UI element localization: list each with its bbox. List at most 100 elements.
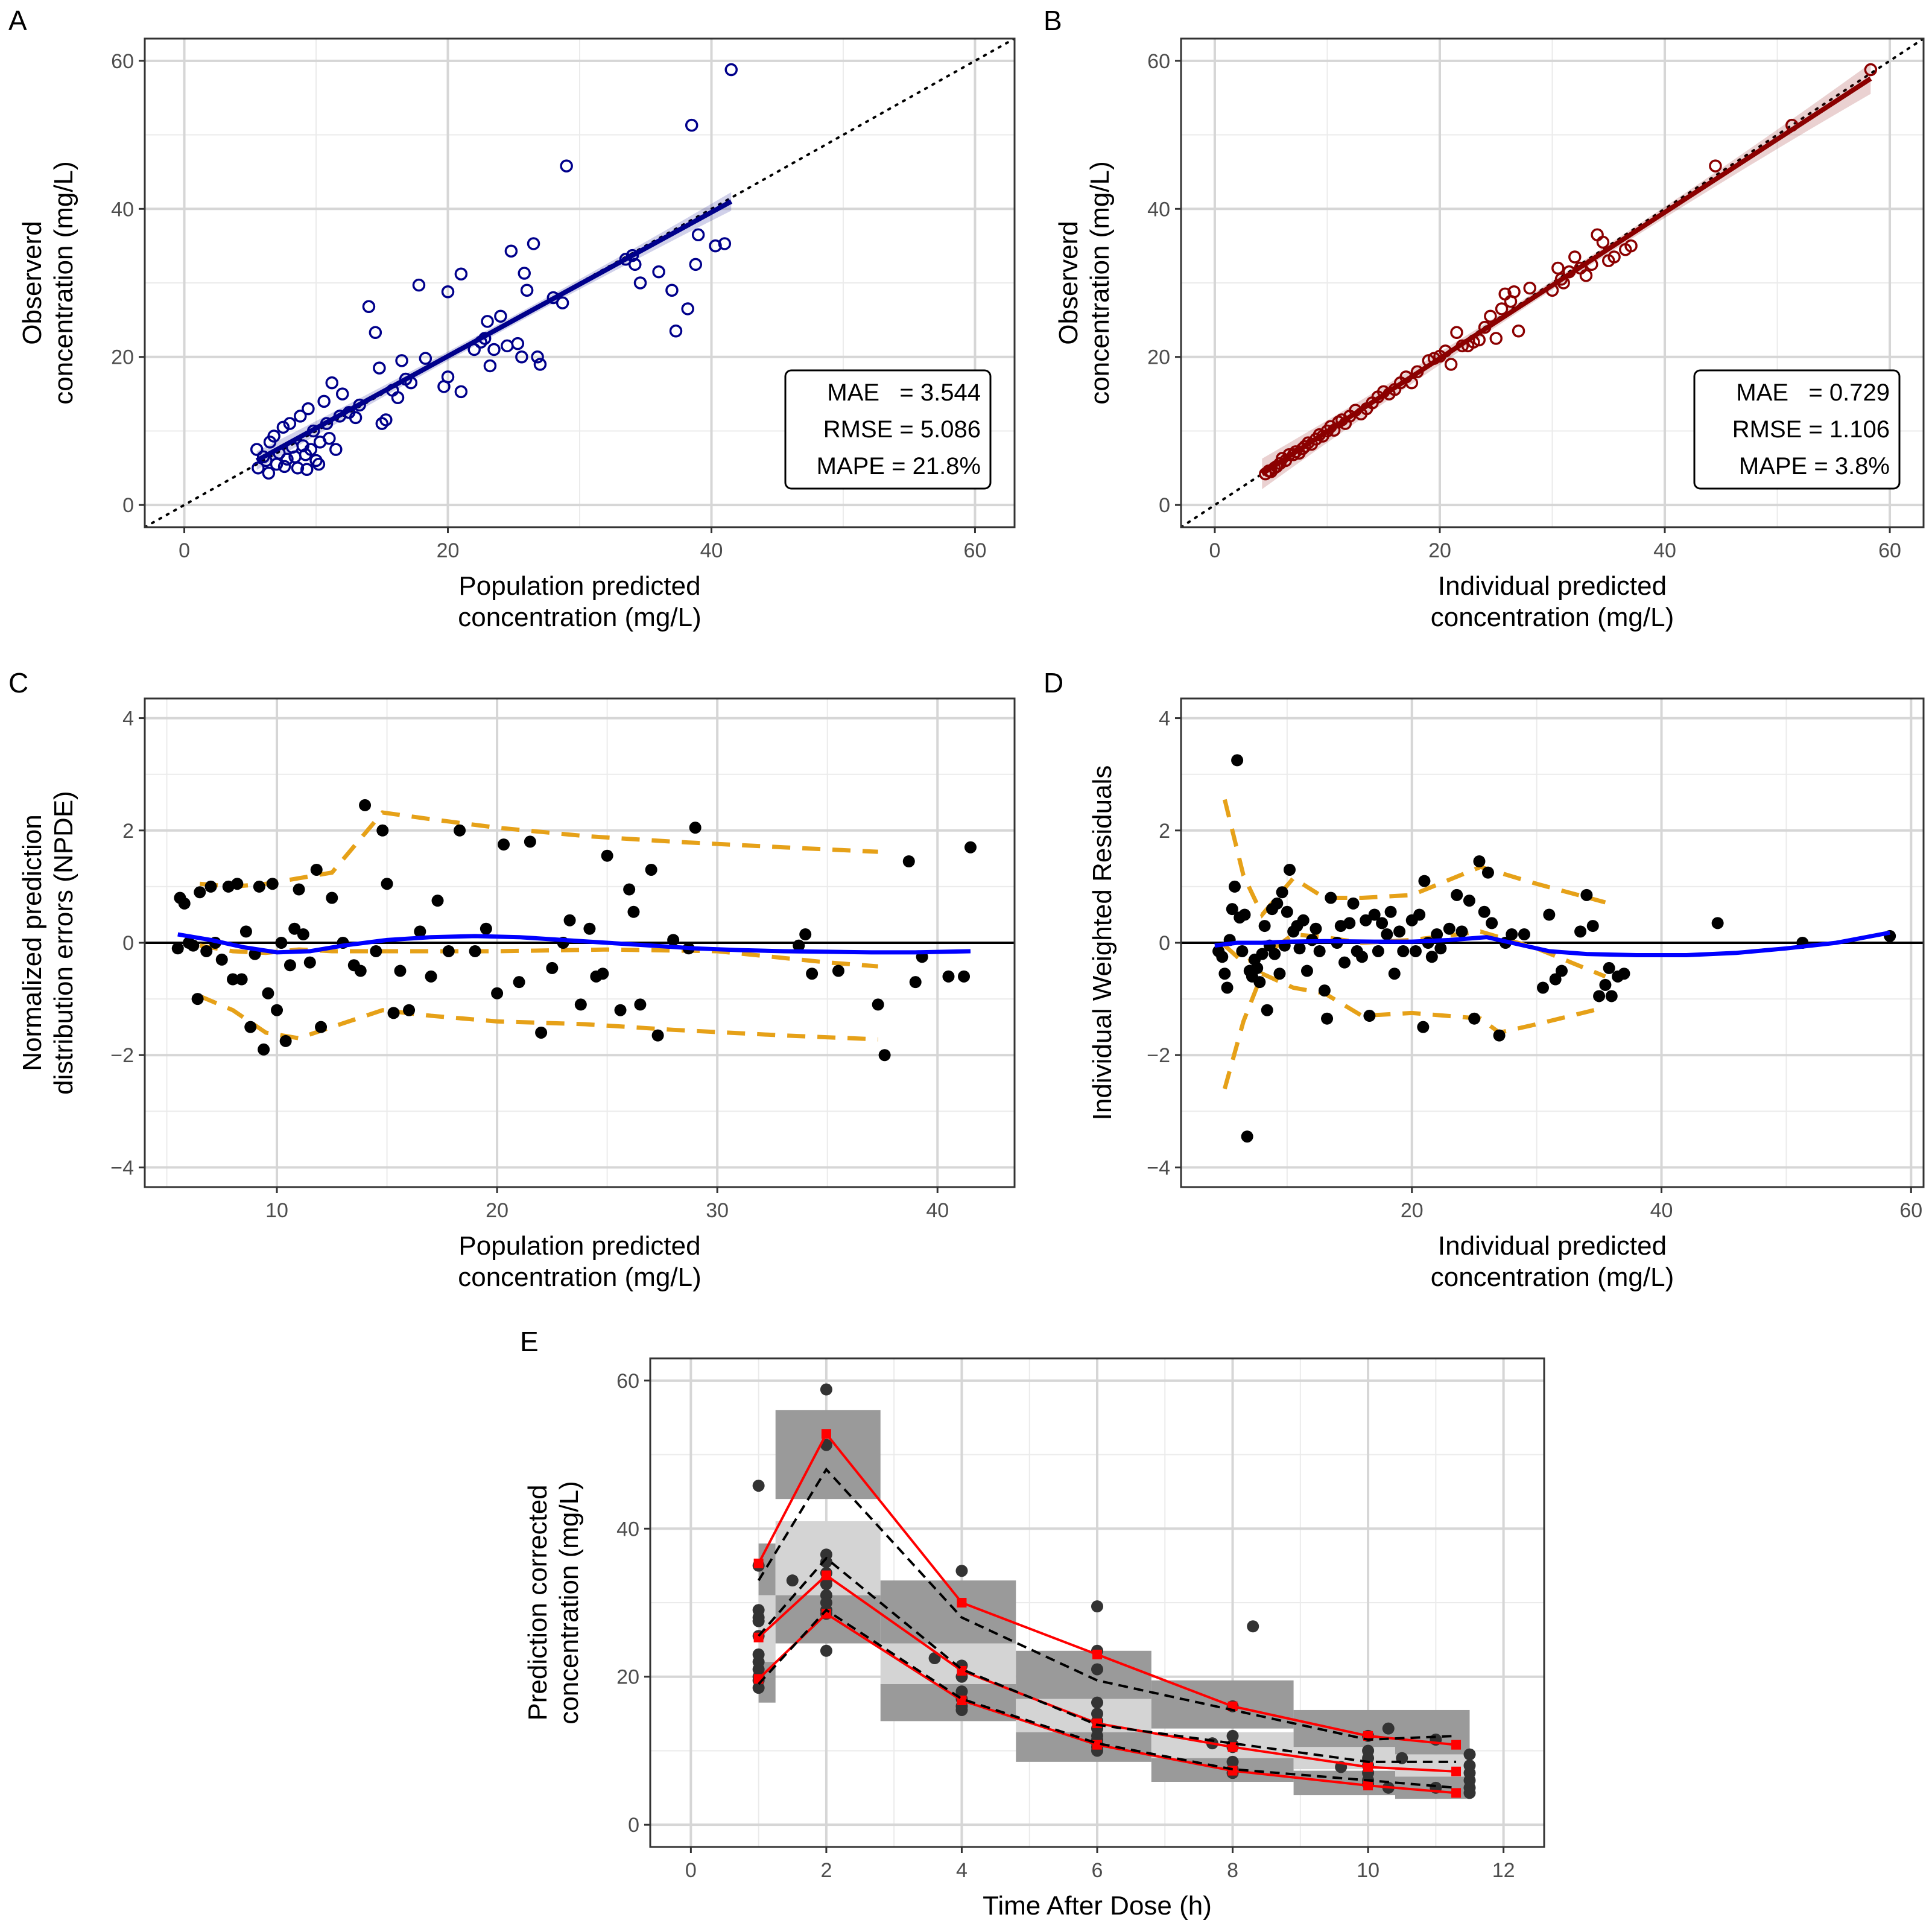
- data-point: [300, 463, 314, 477]
- predicted-percentile-line: [758, 1556, 1457, 1763]
- data-point: [1562, 265, 1576, 279]
- data-point: [454, 385, 468, 399]
- data-point: [326, 892, 338, 904]
- y-tick-label: 2: [122, 820, 134, 843]
- data-point: [267, 429, 280, 443]
- x-tick-label: 0: [179, 539, 190, 562]
- data-point: [820, 1578, 832, 1591]
- data-point: [1228, 880, 1241, 893]
- data-point: [1709, 159, 1722, 173]
- data-point: [1579, 268, 1593, 282]
- data-point: [335, 387, 349, 401]
- data-point: [964, 841, 977, 854]
- data-point: [395, 354, 408, 367]
- data-point: [1443, 922, 1455, 935]
- data-point: [403, 1004, 416, 1016]
- y-tick-label: 60: [111, 50, 134, 73]
- observed-percentile-marker: [1092, 1718, 1102, 1729]
- data-point: [1216, 951, 1229, 963]
- data-point: [1434, 942, 1447, 955]
- x-axis-label: concentration (mg/L): [458, 1262, 702, 1292]
- data-point: [1618, 968, 1630, 980]
- data-point: [1091, 1663, 1103, 1676]
- data-point: [501, 339, 514, 353]
- x-tick-label: 0: [1209, 539, 1220, 562]
- percentile-band-line: [199, 943, 878, 969]
- observed-percentile-marker: [1451, 1788, 1462, 1798]
- data-point: [806, 968, 819, 980]
- x-axis-label: Population predicted: [458, 1231, 700, 1261]
- data-point: [623, 883, 636, 896]
- y-tick-label: 0: [1159, 932, 1170, 955]
- data-point: [1360, 914, 1372, 926]
- y-tick-label: 2: [1159, 820, 1170, 843]
- data-point: [194, 886, 206, 899]
- data-point: [786, 1574, 799, 1587]
- data-point: [531, 350, 544, 364]
- observed-percentile-marker: [753, 1632, 764, 1642]
- prediction-interval-outer-hi: [1151, 1680, 1294, 1729]
- data-point: [1382, 1722, 1395, 1735]
- y-tick-label: 60: [616, 1370, 639, 1393]
- data-point: [1463, 1748, 1476, 1761]
- stats-line: MAE = 0.729: [1736, 379, 1890, 406]
- panel-letter: B: [1044, 5, 1062, 36]
- observed-percentile-marker: [1451, 1740, 1462, 1750]
- data-point: [1512, 325, 1525, 338]
- data-point: [431, 895, 444, 907]
- data-point: [752, 1480, 765, 1492]
- data-point: [524, 835, 536, 848]
- data-point: [480, 922, 492, 935]
- data-point: [1554, 273, 1568, 286]
- y-tick-label: 40: [1147, 198, 1170, 221]
- data-point: [955, 1565, 968, 1577]
- data-point: [252, 461, 265, 475]
- data-point: [1381, 928, 1393, 941]
- predicted-percentile-line: [757, 1467, 1457, 1741]
- x-tick-label: 20: [486, 1199, 508, 1222]
- x-tick-label: 20: [1428, 539, 1451, 562]
- data-point: [597, 968, 609, 980]
- data-point: [535, 1026, 548, 1039]
- data-point: [483, 359, 497, 373]
- data-point: [1484, 309, 1497, 323]
- x-axis-label: concentration (mg/L): [1431, 1262, 1674, 1292]
- data-point: [626, 249, 639, 262]
- data-point: [752, 1615, 765, 1627]
- data-point: [634, 998, 647, 1011]
- data-point: [1091, 1696, 1103, 1709]
- data-point: [1251, 961, 1264, 974]
- percentile-band-line: [1223, 971, 1606, 1090]
- data-point: [317, 394, 331, 408]
- y-tick-label: 4: [122, 708, 134, 730]
- data-point: [1864, 63, 1878, 77]
- data-point: [669, 325, 683, 338]
- data-point: [1363, 1010, 1376, 1022]
- data-point: [1247, 1620, 1259, 1633]
- data-point: [1273, 968, 1286, 980]
- x-tick-label: 40: [700, 539, 723, 562]
- data-point: [231, 878, 244, 890]
- data-point: [1388, 968, 1401, 980]
- data-point: [902, 855, 915, 867]
- data-point: [1298, 440, 1311, 453]
- data-point: [1507, 285, 1521, 299]
- data-point: [283, 959, 296, 972]
- y-tick-label: 40: [111, 198, 134, 221]
- data-point: [799, 928, 812, 941]
- data-point: [504, 244, 518, 258]
- data-point: [1347, 897, 1360, 910]
- panel-e: 0 2 4 6 8 10 12 0 20 40 60 Time After Dose (h) Predi…: [520, 1326, 1545, 1921]
- data-point: [414, 925, 426, 938]
- data-point: [651, 1029, 664, 1042]
- data-point: [820, 1556, 832, 1568]
- x-axis-label: Individual predicted: [1438, 571, 1667, 601]
- data-point: [878, 1049, 891, 1062]
- data-point: [1226, 1729, 1239, 1742]
- data-point: [909, 976, 922, 989]
- data-point: [1431, 928, 1443, 941]
- data-point: [1268, 948, 1281, 960]
- x-tick-label: 10: [265, 1199, 288, 1222]
- data-point: [419, 352, 432, 365]
- data-point: [533, 358, 547, 371]
